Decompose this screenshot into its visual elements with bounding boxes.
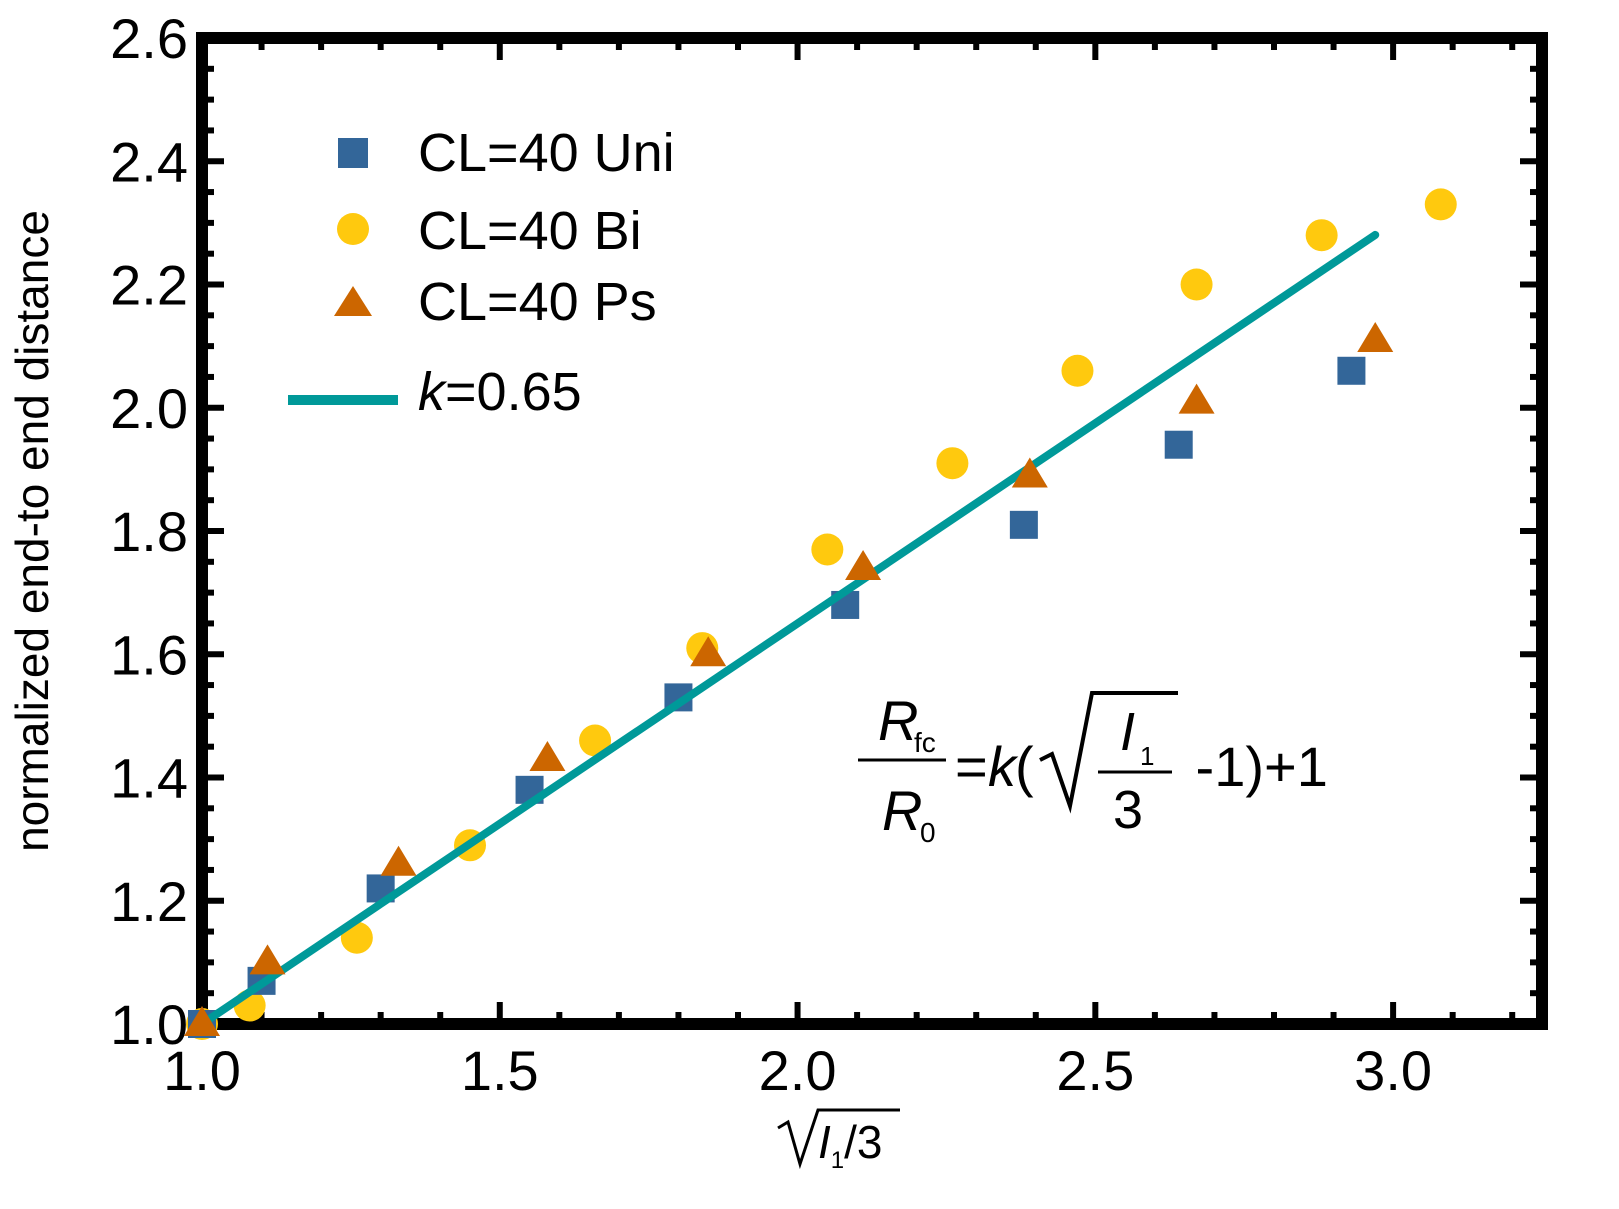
- x-tick-label: 3.0: [1354, 1039, 1432, 1102]
- x-tick-label: 2.5: [1056, 1039, 1134, 1102]
- legend-label-ps: CL=40 Ps: [418, 272, 657, 332]
- x-tick-label: 2.0: [759, 1039, 837, 1102]
- y-tick-label: 1.8: [110, 500, 188, 563]
- eq-tail: -1)+1: [1180, 735, 1328, 798]
- data-point-circle: [1180, 268, 1213, 301]
- eq-k: k: [988, 735, 1019, 798]
- x-label-text: I1/3: [818, 1116, 883, 1174]
- axis-ticks: [199, 35, 1542, 1027]
- fit-line: [198, 230, 1380, 1028]
- data-point-triangle: [1357, 321, 1394, 352]
- data-point-triangle: [845, 549, 882, 580]
- eq-open-paren: (: [1015, 735, 1034, 798]
- y-tick-label: 2.2: [110, 254, 188, 317]
- y-tick-label: 1.0: [110, 993, 188, 1056]
- eq-radicand-den: 3: [1113, 780, 1143, 840]
- data-point-circle: [1061, 354, 1094, 387]
- legend-fit-rest: =0.65: [445, 362, 582, 422]
- legend-circle-marker: [337, 213, 369, 245]
- x-tick-label: 1.0: [163, 1039, 241, 1102]
- eq-denominator: R: [882, 779, 922, 842]
- data-point-triangle: [529, 741, 566, 772]
- y-tick-label: 1.6: [110, 623, 188, 686]
- y-tick-label: 2.0: [110, 377, 188, 440]
- eq-radical-sign: [1039, 691, 1178, 814]
- data-point-square: [1337, 356, 1366, 385]
- eq-radicand-num: I: [1120, 702, 1135, 762]
- data-point-triangle: [690, 636, 727, 667]
- eq-numerator: R: [878, 689, 918, 752]
- data-point-circle: [936, 447, 969, 480]
- eq-radicand-sub: 1: [1140, 741, 1154, 771]
- legend-label-uni: CL=40 Uni: [418, 123, 675, 183]
- legend-square-marker: [338, 138, 368, 168]
- data-point-circle: [579, 724, 612, 757]
- data-point-square: [1009, 510, 1038, 539]
- tick-labels: 1.0 1.5 2.0 2.5 3.0 1.0 1.2 1.4 1.6 1.8 2.0 2.2 2.4 2…: [110, 7, 1432, 1102]
- plot-frame: [196, 32, 1548, 1030]
- x-axis-label: I1/3: [777, 1108, 900, 1174]
- data-point-circle: [1424, 188, 1457, 221]
- data-point-circle: [811, 533, 844, 566]
- data-point-triangle: [184, 1006, 220, 1036]
- data-point-triangle: [380, 845, 417, 876]
- y-tick-label: 2.4: [110, 130, 188, 193]
- equation-annotation: R fc R 0 = k ( I 1 3 -1)+1: [858, 689, 1328, 848]
- eq-equals: =: [955, 735, 988, 798]
- x-label-radical-sign: [777, 1108, 900, 1170]
- y-axis-label: normalized end-to end distance: [6, 210, 58, 852]
- data-point-triangle: [1011, 457, 1048, 488]
- legend-triangle-marker: [334, 286, 372, 316]
- legend: CL=40 Uni CL=40 Bi CL=40 Ps k=0.65: [288, 123, 675, 422]
- eq-denominator-sub: 0: [920, 817, 936, 848]
- data-point-triangle: [249, 944, 286, 975]
- y-tick-label: 1.4: [110, 747, 188, 810]
- legend-label-bi: CL=40 Bi: [418, 201, 642, 261]
- series-layer: [184, 188, 1457, 1040]
- y-tick-label: 2.6: [110, 7, 188, 70]
- data-point-circle: [1305, 219, 1338, 252]
- x-tick-label: 1.5: [461, 1039, 539, 1102]
- data-point-triangle: [1178, 383, 1215, 414]
- eq-numerator-sub: fc: [914, 727, 936, 758]
- data-point-square: [1164, 430, 1193, 459]
- legend-fit-italic: k: [418, 362, 448, 422]
- y-tick-label: 1.2: [110, 870, 188, 933]
- legend-label-fit: k=0.65: [418, 362, 582, 422]
